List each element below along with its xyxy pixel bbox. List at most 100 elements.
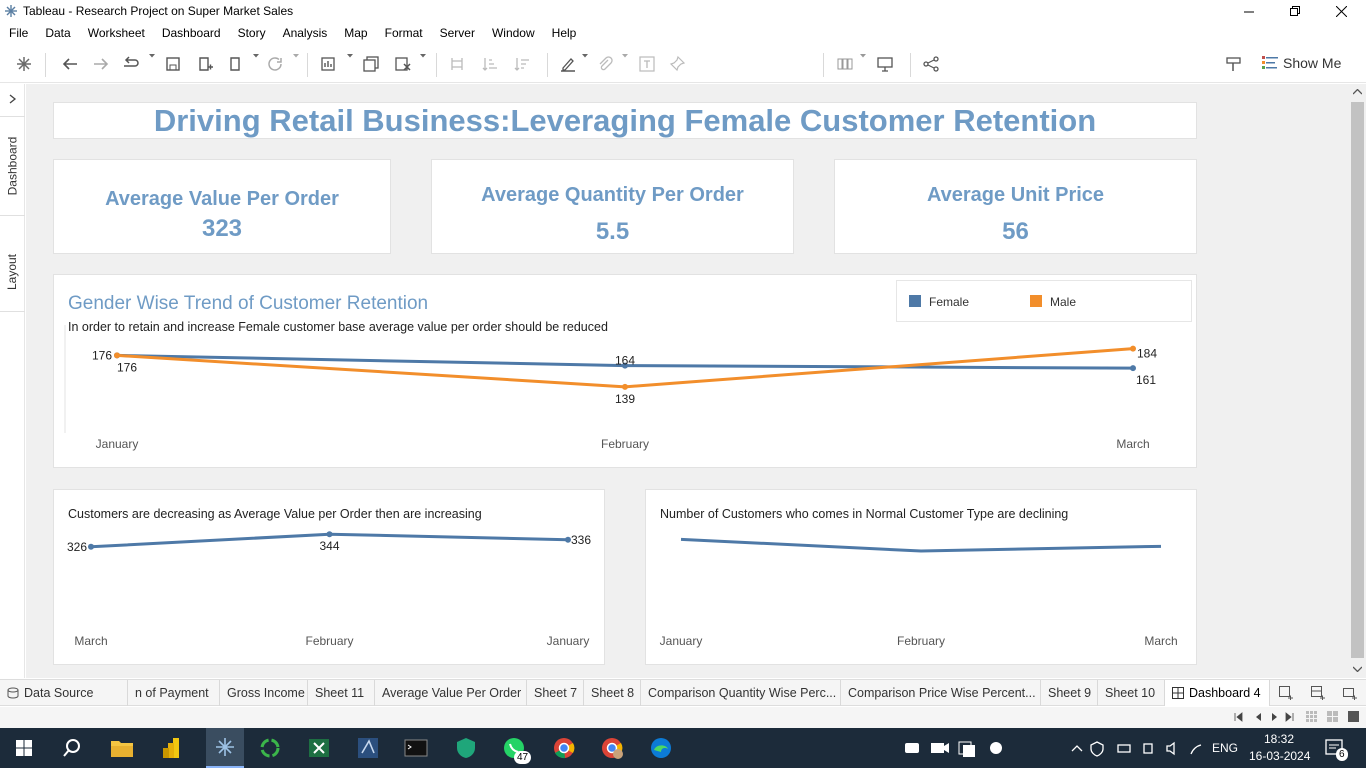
- new-data-source-button[interactable]: [194, 53, 216, 75]
- menu-server[interactable]: Server: [439, 26, 475, 40]
- show-mark-labels-button[interactable]: [636, 53, 658, 75]
- avg-value-chart-card[interactable]: Customers are decreasing as Average Valu…: [53, 489, 605, 665]
- highlight-button[interactable]: [557, 53, 579, 75]
- close-button[interactable]: [1318, 0, 1364, 22]
- scrollbar-thumb[interactable]: [1351, 102, 1364, 658]
- duplicate-sheet-button[interactable]: [360, 53, 382, 75]
- edge-icon: [651, 738, 671, 758]
- sort-descending-button[interactable]: [511, 53, 533, 75]
- tray-date[interactable]: 16-03-2024: [1249, 749, 1311, 763]
- save-button[interactable]: [162, 53, 184, 75]
- tab-sheet[interactable]: Sheet 11: [308, 680, 375, 706]
- data-label: 161: [1136, 373, 1156, 387]
- taskbar-security-app[interactable]: [452, 734, 480, 762]
- menu-help[interactable]: Help: [551, 26, 577, 40]
- menu-map[interactable]: Map: [344, 26, 368, 40]
- tab-sheet[interactable]: Sheet 7: [527, 680, 584, 706]
- new-dashboard-tab-button[interactable]: [1304, 680, 1334, 706]
- tray-media-tools[interactable]: [880, 734, 1020, 762]
- share-button[interactable]: [920, 53, 942, 75]
- menu-format[interactable]: Format: [384, 26, 423, 40]
- taskbar-power-bi[interactable]: [157, 734, 185, 762]
- tray-time[interactable]: 18:32: [1264, 732, 1295, 746]
- tab-dashboard-active[interactable]: Dashboard 4: [1165, 680, 1270, 706]
- show-sheet-sorter-icon[interactable]: [1327, 711, 1339, 723]
- tab-sheet[interactable]: Comparison Quantity Wise Perc...: [641, 680, 841, 706]
- tab-label: n of Payment: [135, 686, 209, 700]
- fix-axes-button[interactable]: [666, 53, 688, 75]
- tab-label: Sheet 7: [534, 686, 578, 700]
- kpi-card[interactable]: Average Unit Price 56: [834, 159, 1197, 254]
- expand-panel-button[interactable]: [0, 88, 25, 110]
- tray-language[interactable]: ENG: [1212, 741, 1239, 755]
- format-workbook-button[interactable]: [1223, 53, 1245, 75]
- menu-worksheet[interactable]: Worksheet: [87, 26, 145, 40]
- sort-ascending-button[interactable]: [479, 53, 501, 75]
- menu-file[interactable]: File: [9, 26, 29, 40]
- taskbar-file-explorer[interactable]: [108, 734, 136, 762]
- taskbar-search-button[interactable]: [58, 734, 86, 762]
- taskbar-refresh-app[interactable]: [256, 734, 284, 762]
- tab-dashboard[interactable]: Dashboard: [0, 116, 25, 216]
- menu-analysis[interactable]: Analysis: [282, 26, 328, 40]
- taskbar-edge[interactable]: [647, 734, 675, 762]
- undo-button[interactable]: [59, 53, 81, 75]
- windows-start-button[interactable]: [10, 734, 38, 762]
- window-title: Tableau - Research Project on Super Mark…: [23, 4, 294, 18]
- taskbar-chrome[interactable]: [550, 734, 578, 762]
- minimize-button[interactable]: [1226, 0, 1272, 22]
- new-worksheet-button[interactable]: [318, 53, 340, 75]
- taskbar-vscode-app[interactable]: [354, 734, 382, 762]
- tab-sheet[interactable]: Average Value Per Order: [375, 680, 527, 706]
- show-me-button[interactable]: Show Me: [1262, 55, 1341, 71]
- kpi-card[interactable]: Average Value Per Order 323: [53, 159, 391, 254]
- restore-button[interactable]: [1272, 0, 1318, 22]
- system-tray-icons[interactable]: [1064, 734, 1209, 762]
- taskbar-excel[interactable]: [305, 734, 333, 762]
- presentation-mode-button[interactable]: [874, 53, 896, 75]
- notification-center-button[interactable]: 6: [1320, 734, 1348, 762]
- taskbar-terminal[interactable]: [402, 734, 430, 762]
- tab-sheet[interactable]: Comparison Price Wise Percent...: [841, 680, 1041, 706]
- group-members-button[interactable]: [594, 53, 616, 75]
- tab-data-source[interactable]: Data Source: [0, 680, 128, 706]
- normal-customer-line-chart: January February March: [660, 537, 1178, 648]
- refresh-button[interactable]: [264, 53, 286, 75]
- gender-trend-chart-card[interactable]: Gender Wise Trend of Customer Retention …: [53, 274, 1197, 468]
- tab-sheet[interactable]: Gross Income: [220, 680, 308, 706]
- swap-rows-columns-button[interactable]: [446, 53, 468, 75]
- normal-customer-chart-card[interactable]: Number of Customers who comes in Normal …: [645, 489, 1197, 665]
- tab-sheet[interactable]: n of Payment: [128, 680, 220, 706]
- clear-sheet-button[interactable]: [392, 53, 414, 75]
- menu-story[interactable]: Story: [237, 26, 266, 40]
- menu-window[interactable]: Window: [491, 26, 535, 40]
- menu-data[interactable]: Data: [45, 26, 71, 40]
- taskbar-chrome-profile[interactable]: [598, 734, 626, 762]
- taskbar-tableau[interactable]: [206, 728, 244, 768]
- redo-button[interactable]: [90, 53, 112, 75]
- chart-subtitle: In order to retain and increase Female c…: [68, 320, 608, 334]
- new-worksheet-tab-button[interactable]: [1272, 680, 1302, 706]
- cards-icon: [837, 58, 853, 70]
- tab-sheet[interactable]: Sheet 10: [1098, 680, 1165, 706]
- tab-layout-label: Layout: [5, 253, 20, 290]
- pause-auto-updates-button[interactable]: [225, 53, 247, 75]
- tab-sheet[interactable]: Sheet 9: [1041, 680, 1098, 706]
- new-story-tab-button[interactable]: [1336, 680, 1366, 706]
- vertical-scrollbar[interactable]: [1349, 84, 1366, 678]
- show-cards-button[interactable]: [834, 53, 856, 75]
- sheet-navigation-arrows-icon[interactable]: [1234, 712, 1294, 722]
- tableau-home-button[interactable]: [13, 53, 35, 75]
- replay-animation-button[interactable]: [120, 53, 142, 75]
- tab-label: Sheet 11: [315, 686, 365, 700]
- kpi-card[interactable]: Average Quantity Per Order 5.5: [431, 159, 794, 254]
- tab-layout[interactable]: Layout: [0, 232, 25, 312]
- taskbar-whatsapp[interactable]: 47: [500, 734, 532, 764]
- show-tabs-icon[interactable]: [1348, 711, 1360, 723]
- menu-dashboard[interactable]: Dashboard: [161, 26, 221, 40]
- scroll-down-icon[interactable]: [1353, 666, 1362, 672]
- scroll-up-icon[interactable]: [1353, 89, 1362, 95]
- show-filmstrip-icon[interactable]: [1306, 711, 1318, 723]
- tab-label: Comparison Price Wise Percent...: [848, 686, 1036, 700]
- tab-sheet[interactable]: Sheet 8: [584, 680, 641, 706]
